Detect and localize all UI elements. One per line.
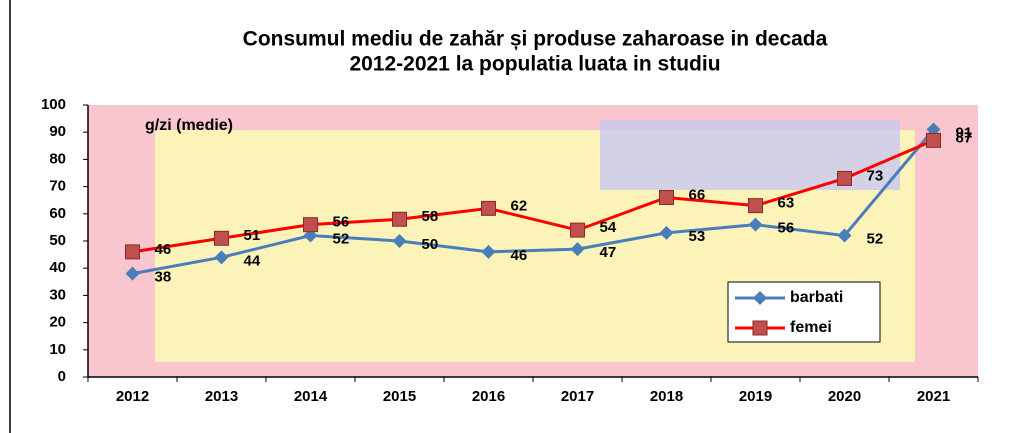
- data-point: [927, 133, 941, 147]
- value-label: 66: [689, 186, 706, 203]
- value-label: 46: [155, 241, 172, 258]
- legend-label: femei: [790, 319, 832, 336]
- x-tick-label: 2019: [739, 388, 772, 405]
- y-tick-label: 80: [49, 150, 66, 167]
- data-point: [482, 201, 496, 215]
- value-label: 63: [778, 195, 795, 212]
- legend-label: barbati: [790, 289, 843, 306]
- x-tick-label: 2015: [383, 388, 416, 405]
- value-label: 73: [867, 167, 884, 184]
- data-point: [660, 190, 674, 204]
- x-tick-label: 2017: [561, 388, 594, 405]
- value-label: 54: [600, 219, 617, 236]
- x-tick-label: 2021: [917, 388, 950, 405]
- value-label: 47: [600, 244, 617, 261]
- data-point: [304, 218, 318, 232]
- data-point: [126, 245, 140, 259]
- value-label: 46: [511, 247, 528, 264]
- plot-decoration: [600, 120, 900, 190]
- value-label: 44: [244, 252, 261, 269]
- value-label: 50: [422, 236, 439, 253]
- x-tick-label: 2016: [472, 388, 505, 405]
- y-tick-label: 30: [49, 286, 66, 303]
- value-label: 38: [155, 269, 172, 286]
- value-label: 62: [511, 197, 528, 214]
- value-label: 51: [244, 227, 261, 244]
- value-label: 56: [778, 220, 795, 237]
- data-point: [749, 199, 763, 213]
- chart-title: Consumul mediu de zahăr și produse zahar…: [243, 28, 828, 51]
- chart-subtitle: 2012-2021 la populatia luata in studiu: [349, 53, 720, 76]
- value-label: 87: [956, 129, 973, 146]
- legend-marker: [753, 321, 767, 335]
- x-tick-label: 2014: [294, 388, 328, 405]
- data-point: [838, 171, 852, 185]
- x-tick-label: 2020: [828, 388, 861, 405]
- y-tick-label: 20: [49, 314, 66, 331]
- data-point: [393, 212, 407, 226]
- value-label: 56: [333, 214, 350, 231]
- y-tick-label: 10: [49, 341, 66, 358]
- x-tick-label: 2018: [650, 388, 683, 405]
- y-tick-label: 40: [49, 259, 66, 276]
- chart: Consumul mediu de zahăr și produse zahar…: [0, 0, 1014, 433]
- data-point: [571, 223, 585, 237]
- value-label: 58: [422, 208, 439, 225]
- y-tick-label: 50: [49, 232, 66, 249]
- unit-annotation: g/zi (medie): [145, 117, 233, 134]
- x-tick-label: 2012: [116, 388, 149, 405]
- value-label: 52: [867, 231, 884, 248]
- y-tick-label: 0: [58, 368, 66, 385]
- data-point: [215, 231, 229, 245]
- y-tick-label: 90: [49, 123, 66, 140]
- y-tick-label: 70: [49, 178, 66, 195]
- x-tick-label: 2013: [205, 388, 238, 405]
- y-tick-label: 100: [41, 96, 66, 113]
- value-label: 53: [689, 228, 706, 245]
- y-tick-label: 60: [49, 205, 66, 222]
- value-label: 52: [333, 231, 350, 248]
